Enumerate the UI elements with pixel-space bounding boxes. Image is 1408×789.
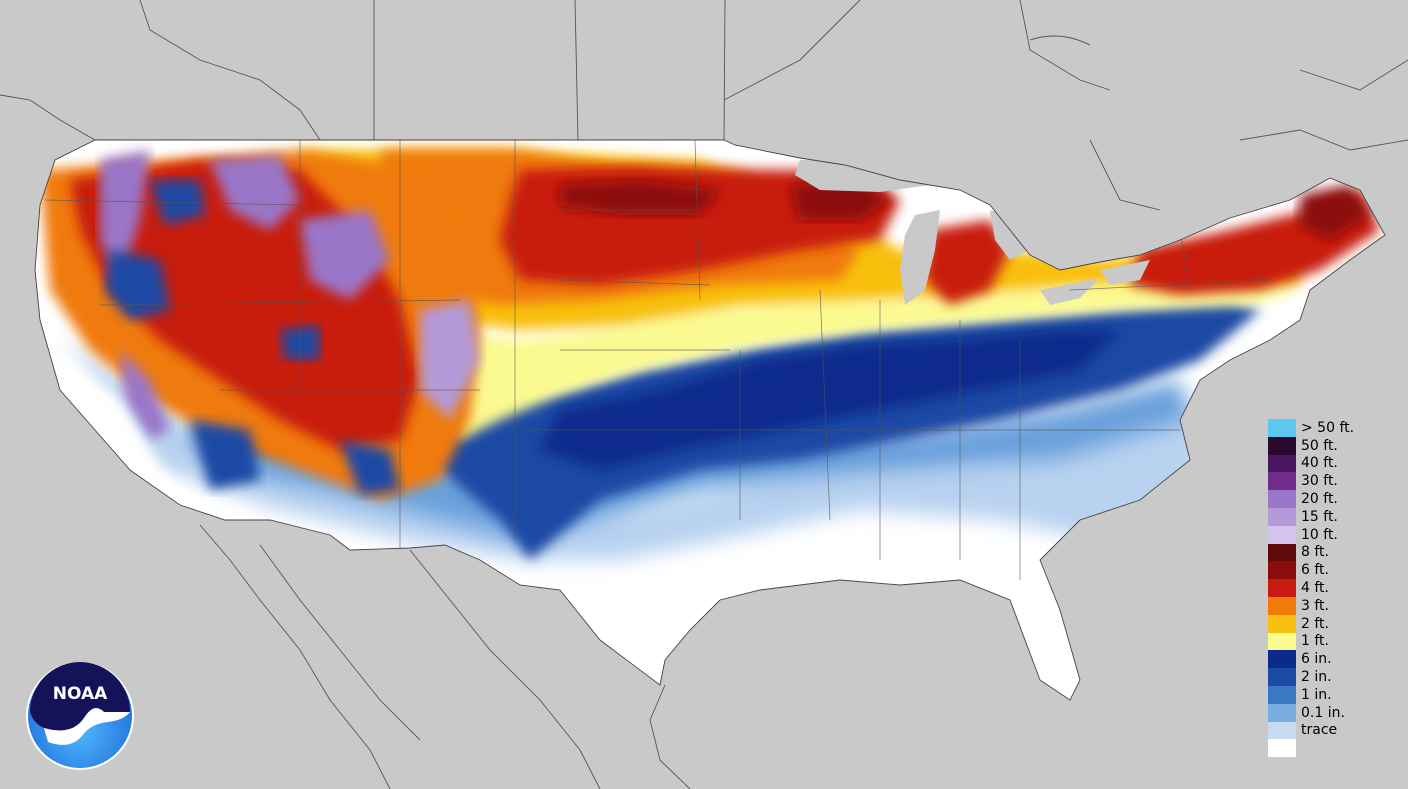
- legend-item: 4 ft.: [1268, 579, 1354, 597]
- legend-item: 50 ft.: [1268, 436, 1354, 455]
- legend-label: 2 ft.: [1301, 615, 1329, 632]
- legend-item: 2 ft.: [1268, 614, 1354, 633]
- legend-swatch: [1268, 561, 1296, 580]
- legend-label: 6 ft.: [1301, 562, 1329, 579]
- legend-label: 2 in.: [1301, 669, 1332, 686]
- legend-item: [1268, 739, 1354, 758]
- legend-swatch: [1268, 507, 1296, 526]
- legend-swatch: [1268, 650, 1296, 669]
- legend-item: 40 ft.: [1268, 454, 1354, 473]
- legend-swatch: [1268, 614, 1296, 633]
- legend-swatch: [1268, 525, 1296, 544]
- legend-swatch: [1268, 632, 1296, 651]
- legend-item: 30 ft.: [1268, 472, 1354, 491]
- legend-item: 3 ft.: [1268, 596, 1354, 615]
- noaa-logo: NOAA: [26, 662, 134, 770]
- legend-label: 40 ft.: [1301, 455, 1338, 472]
- legend-swatch: [1268, 739, 1296, 758]
- legend-item: 10 ft.: [1268, 525, 1354, 544]
- legend-swatch: [1268, 579, 1296, 597]
- legend-label: 8 ft.: [1301, 544, 1329, 561]
- legend-label: trace: [1301, 722, 1338, 739]
- legend: > 50 ft. 50 ft. 40 ft. 30 ft. 20 ft. 15 ft. 10…: [1268, 419, 1354, 758]
- legend-swatch: [1268, 685, 1296, 704]
- legend-swatch: [1268, 436, 1296, 455]
- legend-label: 0.1 in.: [1301, 704, 1345, 721]
- legend-swatch: [1268, 454, 1296, 473]
- legend-label: 4 ft.: [1301, 580, 1329, 597]
- legend-item: 0.1 in.: [1268, 703, 1354, 722]
- legend-item: > 50 ft.: [1268, 419, 1354, 437]
- legend-item: 1 in.: [1268, 685, 1354, 704]
- legend-label: > 50 ft.: [1301, 419, 1355, 436]
- legend-label: 1 ft.: [1301, 633, 1329, 650]
- legend-swatch: [1268, 596, 1296, 615]
- legend-item: 15 ft.: [1268, 507, 1354, 526]
- legend-item: 8 ft.: [1268, 543, 1354, 562]
- legend-label: 50 ft.: [1301, 437, 1338, 454]
- legend-item: 20 ft.: [1268, 490, 1354, 508]
- legend-swatch: [1268, 490, 1296, 508]
- legend-label: 30 ft.: [1301, 473, 1338, 490]
- legend-label: 3 ft.: [1301, 597, 1329, 614]
- legend-label: 20 ft.: [1301, 491, 1338, 508]
- legend-label: 15 ft.: [1301, 508, 1338, 525]
- legend-item: 2 in.: [1268, 668, 1354, 686]
- legend-item: 6 ft.: [1268, 561, 1354, 580]
- legend-swatch: [1268, 703, 1296, 722]
- us-outline: [34, 139, 1386, 701]
- legend-swatch: [1268, 721, 1296, 740]
- legend-label: 6 in.: [1301, 651, 1332, 668]
- legend-swatch: [1268, 668, 1296, 686]
- legend-label: 10 ft.: [1301, 526, 1338, 543]
- legend-swatch: [1268, 543, 1296, 562]
- noaa-logo-text: NOAA: [53, 684, 108, 704]
- legend-item: 1 ft.: [1268, 632, 1354, 651]
- legend-swatch: [1268, 472, 1296, 491]
- legend-item: 6 in.: [1268, 650, 1354, 669]
- legend-item: trace: [1268, 721, 1354, 740]
- legend-swatch: [1268, 419, 1296, 437]
- legend-label: 1 in.: [1301, 686, 1332, 703]
